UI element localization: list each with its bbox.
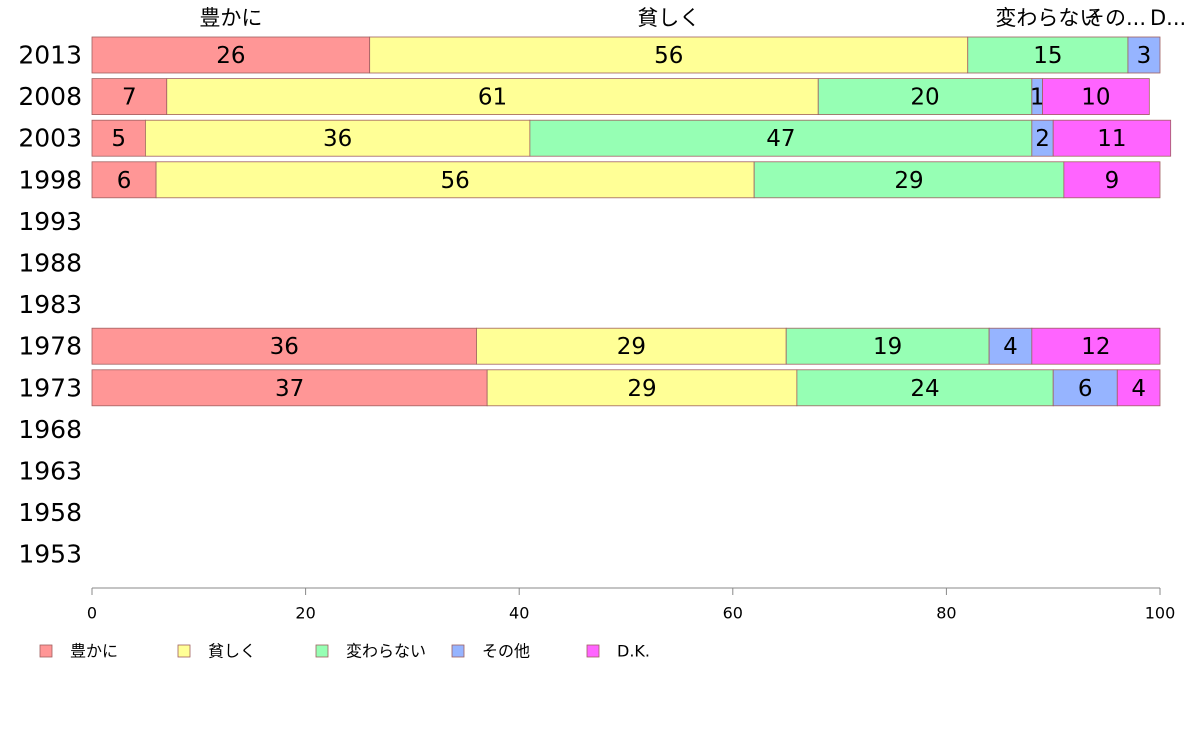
bar-value-label-2008-4: 10 — [1081, 85, 1110, 111]
x-tick-label-0: 0 — [87, 604, 97, 623]
legend-label-1: 貧しく — [208, 642, 256, 661]
legend-label-2: 変わらない — [346, 642, 426, 661]
bar-segment-2003-2 — [529, 119, 1033, 157]
bar-value-label-2008-0: 7 — [122, 85, 137, 111]
top-category-label-1: 貧しく — [637, 6, 700, 30]
bar-value-label-1973-4: 4 — [1131, 376, 1146, 402]
bar-segment-1998-2 — [753, 161, 1065, 199]
bar-segment-2013-2 — [967, 36, 1129, 74]
bar-value-label-1973-0: 37 — [275, 376, 304, 402]
bar-segment-2013-1 — [369, 36, 969, 74]
bar-value-label-1973-2: 24 — [910, 376, 939, 402]
bar-segment-1998-4 — [1063, 161, 1161, 199]
x-tick-label-2: 40 — [509, 604, 529, 623]
legend-swatch-2 — [315, 644, 329, 658]
bar-value-label-1978-3: 4 — [1003, 334, 1018, 360]
top-category-label-0: 豊かに — [199, 6, 262, 30]
legend-label-4: D.K. — [617, 642, 650, 661]
x-tick-label-5: 100 — [1145, 604, 1176, 623]
bar-segment-2013-3 — [1127, 36, 1161, 74]
bar-value-label-1998-4: 9 — [1105, 168, 1120, 194]
year-label-1988: 1988 — [18, 249, 82, 278]
legend: 豊かに 貧しく 変わらない その他 D.K. — [39, 642, 650, 661]
bar-value-label-2003-1: 36 — [323, 126, 352, 152]
bar-segment-1973-0 — [91, 369, 488, 407]
bar-segment-2003-0 — [91, 119, 146, 157]
legend-swatch-3 — [451, 644, 465, 658]
bars: 26 56 15 37 61 20 1 105 36 47 2 116 56 29 936 29 19 4 1237… — [91, 36, 1172, 407]
bar-segment-1978-3 — [988, 327, 1033, 365]
bar-value-label-2008-2: 20 — [910, 85, 939, 111]
bar-segment-2008-4 — [1042, 78, 1150, 115]
bar-segment-1978-0 — [91, 327, 477, 365]
year-label-1998: 1998 — [18, 165, 82, 194]
year-label-2003: 2003 — [18, 124, 82, 153]
bar-value-label-1973-3: 6 — [1078, 376, 1093, 402]
bar-value-label-1978-1: 29 — [617, 334, 646, 360]
bar-segment-1973-1 — [486, 369, 798, 407]
bar-value-label-2008-1: 61 — [478, 85, 507, 111]
year-label-1958: 1958 — [18, 498, 82, 527]
x-tick-label-4: 80 — [936, 604, 956, 623]
bar-value-label-1978-2: 19 — [873, 334, 902, 360]
year-axis-labels: 2013 2008 2003 1998 1993 1988 1983 1978 1973 1968… — [18, 41, 82, 569]
year-label-1953: 1953 — [18, 540, 82, 569]
year-label-1968: 1968 — [18, 415, 82, 444]
bar-segment-1973-2 — [796, 369, 1054, 407]
bar-segment-2008-1 — [166, 78, 819, 115]
year-label-1963: 1963 — [18, 457, 82, 486]
bar-segment-1978-2 — [785, 327, 990, 365]
top-category-label-4: D... — [1150, 6, 1186, 30]
x-tick-label-3: 60 — [723, 604, 743, 623]
bar-segment-2013-0 — [91, 36, 371, 74]
bar-segment-2008-2 — [817, 78, 1033, 115]
bar-segment-1978-1 — [476, 327, 787, 365]
year-label-1973: 1973 — [18, 373, 82, 402]
bar-value-label-1978-0: 36 — [270, 334, 299, 360]
year-label-1993: 1993 — [18, 207, 82, 236]
bar-value-label-2013-2: 15 — [1033, 43, 1062, 69]
bar-segment-1973-4 — [1116, 369, 1161, 407]
year-label-1978: 1978 — [18, 332, 82, 361]
top-category-label-2: 変わらない — [995, 6, 1100, 30]
legend-swatch-1 — [177, 644, 191, 658]
x-tick-label-1: 20 — [295, 604, 315, 623]
bar-value-label-2003-0: 5 — [111, 126, 126, 152]
bar-segment-2003-4 — [1052, 119, 1172, 157]
legend-label-0: 豊かに — [70, 642, 118, 661]
year-label-2013: 2013 — [18, 41, 82, 70]
year-label-2008: 2008 — [18, 82, 82, 111]
bar-value-label-1973-1: 29 — [627, 376, 656, 402]
top-category-label-3: その... — [1084, 6, 1146, 30]
bar-value-label-1978-4: 12 — [1081, 334, 1110, 360]
year-label-1983: 1983 — [18, 290, 82, 319]
bar-value-label-2008-3: 1 — [1030, 85, 1045, 111]
legend-label-3: その他 — [482, 642, 530, 661]
bar-value-label-1998-2: 29 — [894, 168, 923, 194]
bar-value-label-2003-3: 2 — [1035, 126, 1050, 152]
bar-value-label-1998-1: 56 — [440, 168, 469, 194]
bar-segment-2008-0 — [91, 78, 168, 115]
legend-swatch-4 — [586, 644, 600, 658]
bar-segment-2003-1 — [144, 119, 531, 157]
bar-value-label-2013-0: 26 — [216, 43, 245, 69]
bar-value-label-2013-1: 56 — [654, 43, 683, 69]
bar-value-label-2013-3: 3 — [1137, 43, 1152, 69]
bar-value-label-2003-2: 47 — [766, 126, 795, 152]
bar-segment-1978-4 — [1031, 327, 1161, 365]
bar-value-label-2003-4: 11 — [1097, 126, 1126, 152]
bar-segment-1998-1 — [155, 161, 755, 199]
bar-segment-1973-3 — [1052, 369, 1118, 407]
legend-swatch-0 — [39, 644, 53, 658]
bar-value-label-1998-0: 6 — [117, 168, 132, 194]
x-axis: 0 20 40 60 80 100 — [87, 587, 1176, 623]
